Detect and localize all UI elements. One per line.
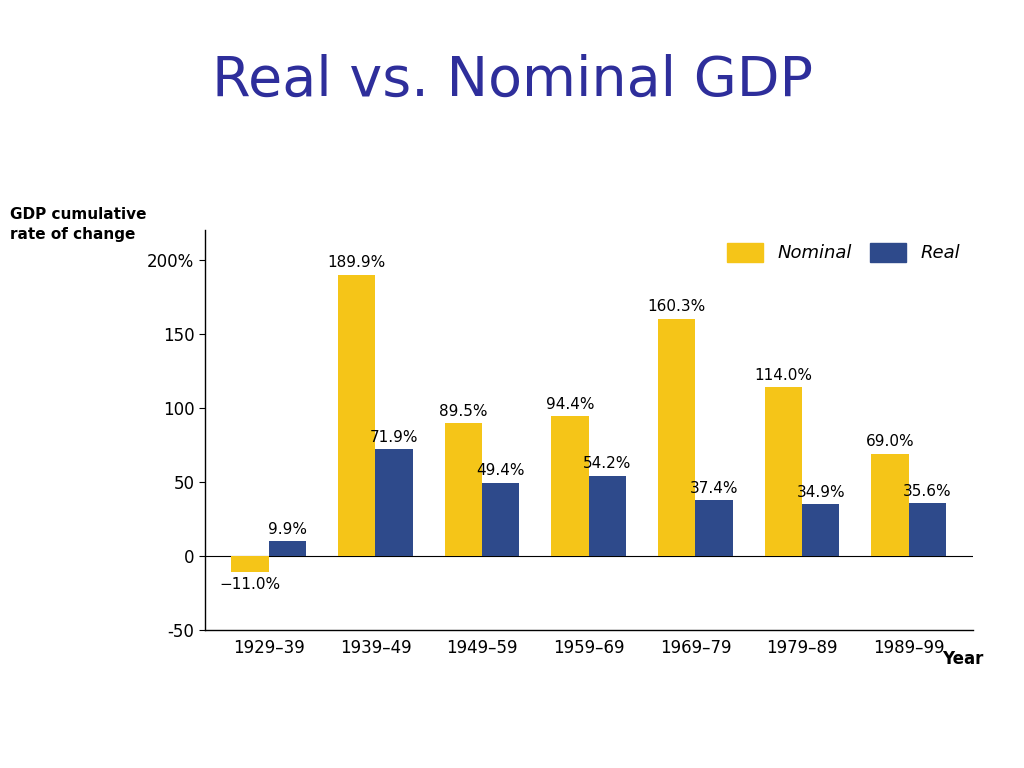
Bar — [765, 387, 802, 556]
Text: 35.6%: 35.6% — [903, 484, 951, 498]
Text: 89.5%: 89.5% — [439, 404, 487, 419]
Bar — [231, 556, 268, 572]
Text: −11.0%: −11.0% — [219, 577, 281, 591]
Bar — [444, 423, 482, 556]
Text: 37.4%: 37.4% — [690, 481, 738, 496]
Bar — [871, 454, 909, 556]
Text: 189.9%: 189.9% — [328, 256, 386, 270]
Bar — [802, 504, 840, 556]
Bar — [589, 475, 626, 556]
Text: GDP cumulative
rate of change: GDP cumulative rate of change — [10, 207, 146, 242]
Bar — [909, 503, 946, 556]
Text: 49.4%: 49.4% — [476, 463, 525, 478]
Text: Real vs. Nominal GDP: Real vs. Nominal GDP — [212, 54, 812, 108]
Text: 9.9%: 9.9% — [268, 521, 307, 537]
Bar — [376, 449, 413, 556]
Text: 71.9%: 71.9% — [370, 430, 419, 445]
Text: 34.9%: 34.9% — [797, 485, 845, 500]
Bar — [695, 501, 733, 556]
Text: 54.2%: 54.2% — [584, 456, 632, 472]
Text: 69.0%: 69.0% — [866, 435, 914, 449]
Text: 94.4%: 94.4% — [546, 397, 594, 412]
Legend: Nominal, Real: Nominal, Real — [720, 236, 968, 270]
Bar — [338, 275, 376, 556]
Text: Year: Year — [942, 650, 983, 668]
Text: 114.0%: 114.0% — [755, 368, 812, 382]
Bar — [552, 416, 589, 556]
Bar — [482, 483, 519, 556]
Text: 160.3%: 160.3% — [647, 300, 706, 314]
Bar — [268, 541, 306, 556]
Bar — [658, 319, 695, 556]
